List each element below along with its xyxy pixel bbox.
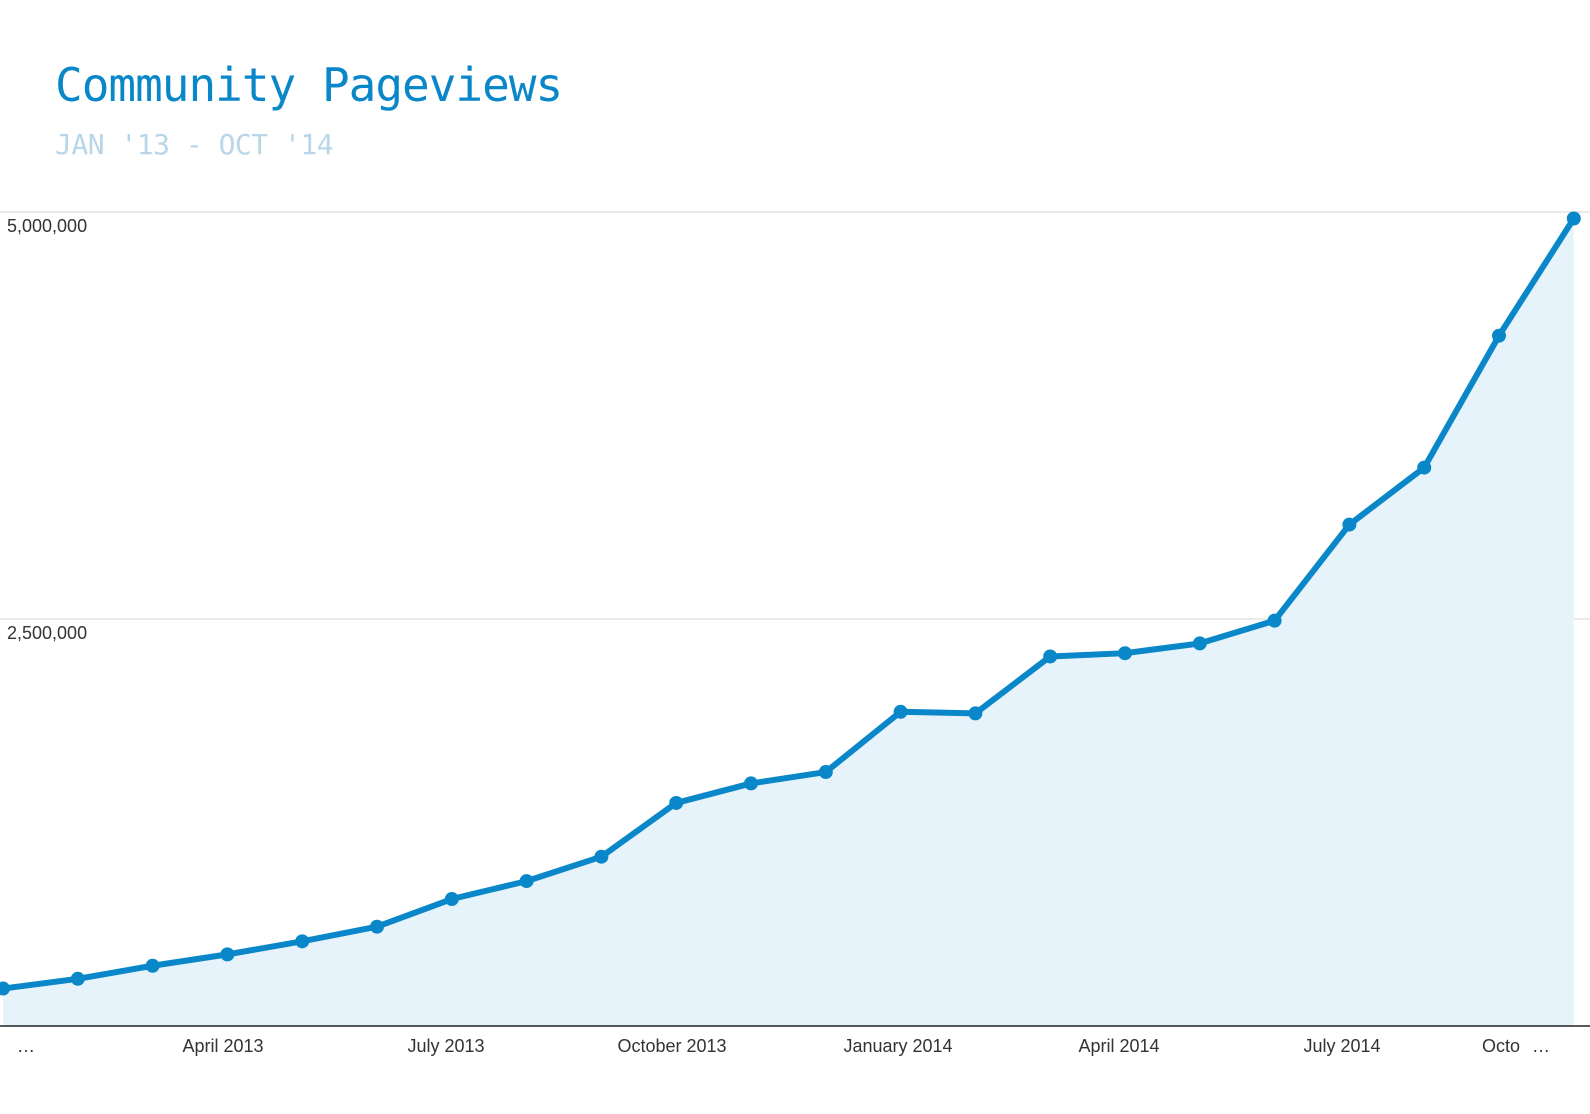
x-tick-label-7: Octo [1482, 1036, 1520, 1056]
chart-title: Community Pageviews [55, 58, 563, 112]
data-point-2014-03 [1043, 649, 1058, 664]
data-point-2013-12 [818, 765, 833, 780]
x-tick-label-5: April 2014 [1078, 1036, 1159, 1056]
data-point-2013-04 [220, 947, 235, 962]
data-point-2013-03 [145, 958, 160, 973]
x-tick-label-0: … [17, 1036, 35, 1056]
data-point-2014-07 [1342, 517, 1357, 532]
series-line [2, 216, 1577, 992]
y-tick-label-1: 5,000,000 [7, 216, 87, 236]
x-tick-label-1: April 2013 [182, 1036, 263, 1056]
data-point-2014-09 [1492, 328, 1506, 343]
data-point-2014-10 [1566, 211, 1581, 226]
data-point-2013-08 [519, 874, 534, 889]
data-point-2014-06 [1267, 613, 1282, 628]
data-point-2014-08 [1417, 460, 1432, 475]
data-point-2014-05 [1192, 636, 1207, 651]
x-tick-label-2: July 2013 [407, 1036, 484, 1056]
data-point-2013-02 [70, 971, 85, 986]
data-point-2013-11 [744, 776, 758, 791]
x-tick-label-4: January 2014 [843, 1036, 952, 1056]
data-point-2014-01 [893, 704, 908, 719]
data-point-2013-01 [0, 981, 10, 996]
data-point-2013-06 [370, 919, 384, 934]
data-point-2014-04 [1118, 646, 1132, 661]
y-tick-label-0: 2,500,000 [7, 623, 87, 643]
x-tick-label-8: … [1532, 1036, 1550, 1056]
data-point-2014-02 [968, 706, 983, 721]
x-tick-label-3: October 2013 [617, 1036, 726, 1056]
area-fill [3, 218, 1574, 1027]
x-tick-label-6: July 2014 [1303, 1036, 1380, 1056]
data-point-2013-05 [295, 934, 310, 949]
data-point-2013-09 [594, 849, 609, 864]
chart-subtitle: JAN '13 - OCT '14 [55, 128, 334, 161]
data-point-2013-10 [669, 795, 684, 810]
data-point-2013-07 [444, 892, 459, 907]
